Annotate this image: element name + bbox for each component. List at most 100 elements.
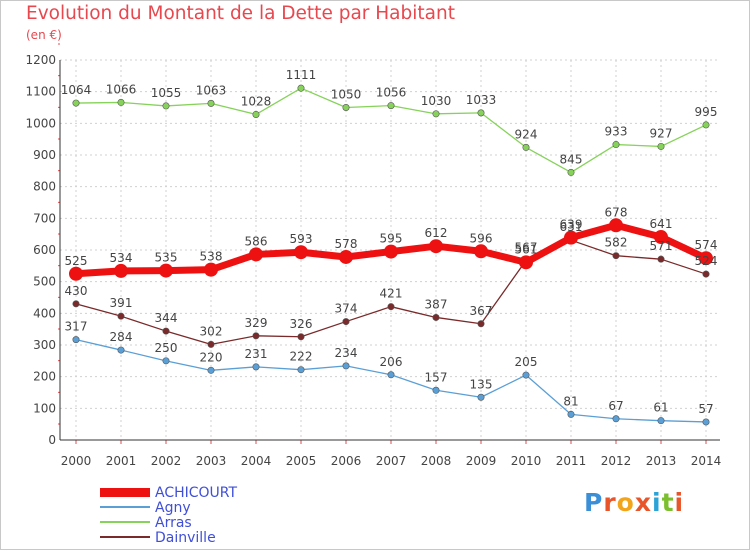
y-tick-label: 1100: [25, 85, 56, 99]
data-label-dainville: 631: [560, 220, 583, 234]
data-point-achicourt: [654, 230, 668, 245]
x-tick-label: 2006: [331, 454, 362, 468]
data-point-arras: [342, 104, 350, 112]
logo-letter: r: [603, 488, 617, 517]
chart-data-labels: 317 284 250 220 231 222 234 206 157 135 205 81 67 61 5…: [61, 68, 718, 416]
data-point-dainville: [117, 312, 125, 320]
logo-letter: x: [634, 488, 652, 517]
data-point-agny: [702, 418, 710, 426]
data-label-achicourt: 596: [470, 231, 493, 245]
data-label-achicourt: 525: [65, 254, 88, 268]
legend-item-arras: Arras: [100, 515, 400, 531]
data-label-achicourt: 538: [200, 250, 223, 264]
data-point-agny: [297, 366, 305, 374]
data-point-agny: [387, 371, 395, 379]
data-point-dainville: [297, 333, 305, 341]
data-point-arras: [477, 109, 485, 117]
y-tick-label: 1000: [25, 116, 56, 130]
data-label-dainville: 329: [245, 316, 268, 330]
y-tick-label: 900: [33, 148, 56, 162]
data-label-dainville: 582: [605, 236, 628, 250]
y-tick-label: 300: [33, 338, 56, 352]
data-label-arras: 1064: [61, 83, 92, 97]
data-label-dainville: 302: [200, 324, 223, 338]
data-point-arras: [252, 110, 260, 118]
data-point-dainville: [72, 300, 80, 308]
data-point-achicourt: [249, 247, 263, 262]
data-point-agny: [72, 336, 80, 344]
data-label-dainville: 571: [650, 239, 673, 253]
data-point-arras: [117, 98, 125, 106]
data-point-dainville: [207, 340, 215, 348]
x-tick-label: 2012: [601, 454, 632, 468]
y-tick-label: 1200: [25, 53, 56, 67]
x-tick-label: 2001: [106, 454, 137, 468]
logo-letter: i: [674, 488, 685, 517]
data-label-agny: 81: [563, 394, 578, 408]
data-point-dainville: [702, 270, 710, 278]
data-label-arras: 1111: [286, 68, 317, 82]
data-point-agny: [477, 393, 485, 401]
logo-letter: t: [661, 488, 675, 517]
x-tick-label: 2000: [61, 454, 92, 468]
data-label-arras: 1056: [376, 86, 407, 100]
legend-swatch-achicourt: [100, 488, 150, 497]
data-point-dainville: [342, 318, 350, 326]
legend-label-dainville: Dainville: [155, 530, 216, 546]
legend-swatch-arras: [100, 521, 150, 523]
chart-grid: [60, 59, 720, 441]
chart-axes: 0 100 200 300 400 500 600 700 800 900 1000 1100 1200…: [25, 43, 722, 468]
data-point-agny: [432, 386, 440, 394]
data-point-arras: [657, 142, 665, 150]
data-point-agny: [117, 346, 125, 354]
x-tick-label: 2008: [421, 454, 452, 468]
data-label-agny: 250: [155, 341, 178, 355]
data-label-arras: 1028: [241, 94, 272, 108]
y-tick-label: 100: [33, 401, 56, 415]
data-label-achicourt: 612: [425, 226, 448, 240]
data-point-achicourt: [384, 244, 398, 259]
data-label-achicourt: 639: [560, 218, 583, 232]
data-label-achicourt: 534: [110, 251, 133, 265]
data-point-achicourt: [159, 263, 173, 278]
data-point-achicourt: [699, 251, 713, 266]
data-label-dainville: 344: [155, 311, 178, 325]
data-label-achicourt: 595: [380, 232, 403, 246]
x-tick-label: 2004: [241, 454, 272, 468]
data-label-dainville: 567: [515, 240, 538, 254]
data-label-arras: 1063: [196, 83, 227, 97]
data-point-achicourt: [294, 245, 308, 260]
legend-swatch-dainville: [100, 536, 150, 538]
data-label-dainville: 326: [290, 317, 313, 331]
data-label-agny: 284: [110, 330, 133, 344]
data-label-arras: 1033: [466, 93, 497, 107]
data-label-agny: 61: [653, 401, 668, 415]
data-label-dainville: 524: [695, 254, 718, 268]
x-tick-label: 2010: [511, 454, 542, 468]
data-label-dainville: 387: [425, 297, 448, 311]
data-point-agny: [162, 357, 170, 365]
data-label-achicourt: 641: [650, 217, 673, 231]
data-point-arras: [207, 99, 215, 107]
data-point-arras: [612, 141, 620, 149]
chart-title: Evolution du Montant de la Dette par Hab…: [26, 3, 455, 24]
legend-label-achicourt: ACHICOURT: [155, 485, 238, 501]
x-tick-label: 2014: [691, 454, 722, 468]
data-label-achicourt: 578: [335, 237, 358, 251]
y-tick-label: 600: [33, 243, 56, 257]
data-label-agny: 157: [425, 370, 448, 384]
data-point-achicourt: [519, 255, 533, 270]
legend-item-achicourt: ACHICOURT: [100, 485, 400, 501]
data-point-agny: [657, 417, 665, 425]
x-tick-label: 2005: [286, 454, 317, 468]
data-label-achicourt: 678: [605, 205, 628, 219]
data-label-agny: 206: [380, 355, 403, 369]
data-point-agny: [207, 366, 215, 374]
data-label-achicourt: 535: [155, 251, 178, 265]
chart-series: [69, 84, 713, 426]
data-point-arras: [297, 84, 305, 92]
data-label-agny: 135: [470, 377, 493, 391]
legend-item-dainville: Dainville: [100, 530, 400, 546]
y-tick-label: 400: [33, 306, 56, 320]
